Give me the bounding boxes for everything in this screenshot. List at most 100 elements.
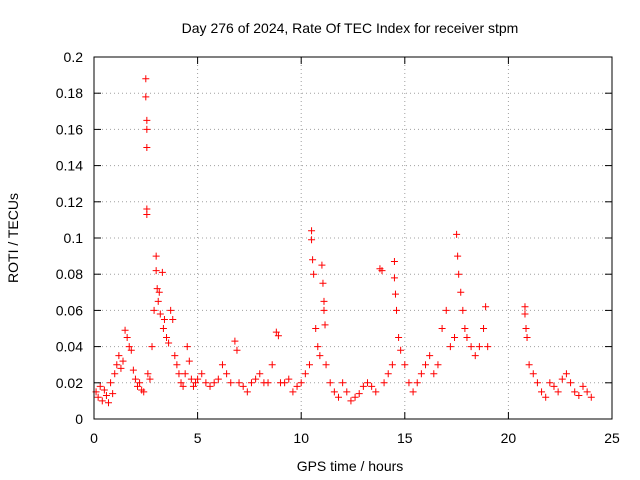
data-point xyxy=(426,352,434,360)
data-point xyxy=(446,343,454,351)
data-point xyxy=(256,370,264,378)
y-tick-labels: 0 0.02 0.04 0.06 0.08 0.1 0.12 0.14 0.16 0.18 0.2 xyxy=(56,49,83,427)
data-point xyxy=(355,390,363,398)
data-point xyxy=(521,310,529,318)
x-tick-label: 0 xyxy=(90,430,98,446)
data-point xyxy=(143,144,151,151)
data-point xyxy=(567,379,575,387)
data-point xyxy=(181,370,189,378)
data-point xyxy=(143,210,151,218)
data-point xyxy=(482,303,490,311)
data-point xyxy=(405,379,413,387)
data-point xyxy=(305,361,313,369)
data-point xyxy=(550,382,558,390)
y-tick-label: 0.12 xyxy=(56,194,83,210)
data-point xyxy=(198,370,206,378)
data-point xyxy=(587,393,595,401)
data-point xyxy=(210,379,218,387)
data-point xyxy=(484,343,492,351)
data-point xyxy=(144,370,152,378)
data-point xyxy=(453,230,461,238)
data-point xyxy=(223,370,231,378)
y-tick-label: 0.16 xyxy=(56,121,83,137)
data-point xyxy=(136,379,144,387)
data-point xyxy=(314,343,322,351)
data-point xyxy=(113,361,121,369)
data-point xyxy=(480,325,488,332)
data-point xyxy=(202,379,210,387)
data-point xyxy=(442,306,450,314)
data-point xyxy=(268,361,276,369)
y-tick-label: 0.08 xyxy=(56,266,83,282)
data-point xyxy=(235,379,243,387)
data-point xyxy=(152,267,160,275)
data-point xyxy=(143,125,151,133)
data-point xyxy=(461,325,469,332)
data-point xyxy=(320,297,328,305)
y-tick-label: 0.02 xyxy=(56,375,83,391)
data-point xyxy=(321,321,329,329)
data-point xyxy=(326,379,334,387)
data-point xyxy=(310,270,318,278)
data-point xyxy=(171,352,179,360)
data-point xyxy=(308,236,316,244)
data-point xyxy=(347,397,355,405)
data-point xyxy=(177,379,185,387)
data-point xyxy=(187,375,195,383)
data-point xyxy=(388,361,396,369)
data-point xyxy=(131,375,139,383)
data-point xyxy=(142,93,150,101)
data-point xyxy=(127,346,135,354)
data-point xyxy=(121,326,129,334)
data-point xyxy=(471,352,479,360)
data-point xyxy=(111,370,119,378)
y-tick-label: 0 xyxy=(75,411,83,427)
x-tick-label: 15 xyxy=(397,430,413,446)
data-point xyxy=(158,268,166,276)
data-point xyxy=(320,306,328,314)
data-point xyxy=(397,346,405,354)
data-point xyxy=(413,379,421,387)
x-tick-label: 20 xyxy=(501,430,517,446)
data-point xyxy=(218,361,226,369)
data-point xyxy=(117,364,125,372)
data-point xyxy=(301,370,309,378)
data-point xyxy=(312,325,320,332)
axis-ticks xyxy=(93,56,613,420)
data-point xyxy=(523,334,531,342)
data-point xyxy=(434,361,442,369)
data-point xyxy=(167,306,175,314)
data-point xyxy=(160,315,168,323)
data-point xyxy=(107,379,115,387)
data-point xyxy=(159,325,167,332)
data-point xyxy=(125,343,133,351)
data-point xyxy=(330,388,338,396)
data-point xyxy=(153,285,161,293)
data-point xyxy=(454,252,462,260)
data-point xyxy=(391,290,399,298)
data-point xyxy=(562,370,570,378)
data-point xyxy=(239,382,247,390)
y-tick-label: 0.1 xyxy=(64,230,84,246)
data-point xyxy=(475,343,483,351)
data-point xyxy=(297,379,305,387)
data-point xyxy=(316,352,324,360)
chart-title: Day 276 of 2024, Rate Of TEC Index for r… xyxy=(182,20,519,36)
y-axis-label: ROTI / TECUs xyxy=(5,193,21,283)
data-point xyxy=(339,379,347,387)
data-point xyxy=(140,388,148,396)
data-point xyxy=(359,382,367,390)
data-point xyxy=(189,382,197,390)
data-point xyxy=(380,379,388,387)
y-tick-label: 0.18 xyxy=(56,85,83,101)
data-point xyxy=(368,382,376,390)
data-point xyxy=(264,379,272,387)
data-point xyxy=(281,379,289,387)
data-point xyxy=(318,261,326,269)
data-point xyxy=(169,315,177,323)
data-point xyxy=(529,370,537,378)
data-point xyxy=(309,256,317,264)
data-point xyxy=(185,357,193,365)
